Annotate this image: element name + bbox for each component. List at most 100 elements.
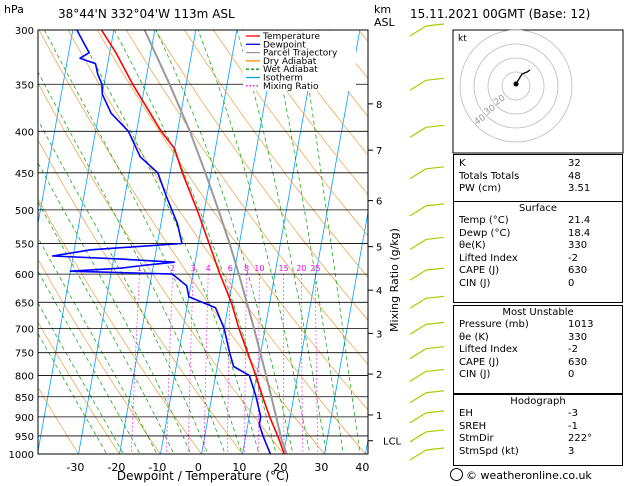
pressure-tick-label: 850 (15, 393, 34, 404)
pressure-tick-label: 600 (15, 270, 34, 281)
axes: 3003504004505005506006507007508008509009… (9, 26, 402, 474)
wind-barb (409, 346, 445, 360)
hodograph-ring (459, 29, 573, 143)
asl-label: ASL (374, 16, 396, 29)
station-title: 38°44'N 332°04'W 113m ASL (58, 7, 235, 21)
wind-barb (409, 447, 445, 461)
isotherm-line (119, 30, 197, 454)
legend-label: Dry Adiabat (263, 57, 317, 67)
indices-table: K 32 Totals Totals 48 PW (cm) 3.51 (453, 154, 623, 202)
hodograph-trace (515, 69, 531, 85)
mixing-ratio-line (283, 274, 285, 454)
isotherm-line (38, 30, 115, 454)
isotherm-line (38, 30, 74, 226)
mu-row: CAPE (J) 630 (459, 356, 588, 368)
mixing-ratio-label: 10 (254, 264, 264, 273)
surface-table: Surface Temp (°C) 21.4 Dewp (°C) 18.4 θe(K… (453, 201, 623, 303)
wet-adiabat-line (38, 237, 158, 454)
globe-icon (450, 468, 463, 481)
pressure-tick-label: 800 (15, 371, 34, 382)
x-axis-label: Dewpoint / Temperature (°C) (117, 469, 289, 483)
dry-adiabat-line (96, 30, 368, 411)
wind-barb (409, 166, 445, 180)
mu-row: CIN (J) 0 (459, 369, 575, 380)
copyright-footer: © weatheronline.co.uk (450, 468, 626, 482)
mixing-ratio-label: 20 (296, 264, 306, 273)
wet-adiabat-line (76, 30, 260, 454)
hodograph-ring (473, 43, 559, 129)
x-tick-label: 0 (195, 461, 202, 474)
hodo-row: StmSpd (kt) 3 (459, 445, 575, 457)
pressure-tick-label: 500 (15, 206, 34, 217)
most-unstable-table: Most Unstable Pressure (mb) 1013 θe (K) 33… (453, 305, 623, 394)
km-tick-label: 1 (376, 411, 382, 422)
mu-row: θe (K) 330 (459, 331, 588, 343)
surface-row: Dewp (°C) 18.4 (459, 227, 591, 239)
isotherm-line (283, 30, 361, 454)
wet-adiabat-line (38, 270, 141, 454)
km-tick-label: 6 (376, 197, 382, 208)
dry-adiabat-line (242, 30, 368, 196)
wet-adiabat-line (38, 71, 226, 454)
mixing-ratio-label: 15 (279, 264, 289, 273)
isotherm-line (0, 30, 32, 471)
surface-title: Surface (518, 203, 558, 214)
index-row: PW (cm) 3.51 (459, 183, 591, 194)
hodo-row: StmDir 222° (459, 433, 593, 444)
dry-adiabat-line (67, 30, 366, 454)
mu-row: Lifted Index -2 (459, 344, 578, 355)
mu-row: Pressure (mb) 1013 (459, 319, 594, 330)
x-tick-label: -10 (148, 461, 166, 474)
isotherm-line (365, 437, 368, 454)
wet-adiabat-line (270, 30, 344, 454)
datetime-title: 15.11.2021 00GMT (Base: 12) (410, 7, 591, 21)
legend-label: Wet Adiabat (263, 65, 318, 75)
mixing-ratio-line (257, 274, 260, 454)
wet-adiabat-line (236, 30, 327, 454)
hpa-label: hPa (4, 3, 24, 16)
dry-adiabat-line (155, 30, 368, 321)
hodograph-unit-label: kt (458, 34, 467, 44)
mixing-ratio-line (203, 274, 209, 454)
km-tick-label: 7 (376, 146, 382, 157)
mixing-ratio-line (187, 274, 194, 454)
isotherm-line (160, 30, 238, 454)
wet-adiabat-line (38, 332, 108, 454)
mixing-ratio-line (165, 274, 173, 454)
most-unstable-title: Most Unstable (502, 307, 574, 318)
legend-box (243, 31, 356, 91)
wind-barb (409, 368, 445, 382)
wet-adiabat-line (155, 30, 294, 454)
profile-series (51, 30, 288, 454)
pressure-tick-label: 750 (15, 349, 34, 360)
mixing-ratio-line (300, 274, 304, 454)
x-tick-label: 10 (232, 461, 246, 474)
wind-barb (409, 321, 445, 335)
pressure-tick-label: 650 (15, 298, 34, 309)
pressure-tick-label: 350 (15, 80, 34, 91)
wind-barbs (409, 23, 445, 461)
legend-label: Isotherm (263, 74, 303, 84)
x-tick-label: 30 (314, 461, 328, 474)
surface-row: Temp (°C) 21.4 (459, 215, 591, 226)
index-row: Totals Totals 48 (459, 170, 581, 182)
isotherm-line (242, 30, 320, 454)
pressure-tick-label: 400 (15, 127, 34, 138)
legend-label: Mixing Ratio (263, 82, 319, 92)
km-tick-label: 3 (376, 329, 382, 340)
pressure-tick-label: 950 (15, 432, 34, 443)
mixing-ratio-label: 6 (228, 264, 233, 273)
x-tick-label: -30 (66, 461, 84, 474)
hodo-row: SREH -1 (459, 420, 578, 432)
isotherm-line (324, 210, 368, 454)
mixing-ratio-label: 4 (206, 264, 211, 273)
mixing-ratio-line (130, 274, 140, 454)
wind-barb (409, 124, 445, 138)
legend-label: Dewpoint (263, 40, 306, 50)
x-tick-label: 20 (273, 461, 287, 474)
isotherm-line (201, 30, 279, 454)
surface-row: θe(K) 330 (459, 240, 588, 251)
surface-row: CIN (J) 0 (459, 277, 575, 289)
hodograph-storm-marker (513, 81, 519, 87)
mixing-ratio-line (227, 274, 231, 454)
